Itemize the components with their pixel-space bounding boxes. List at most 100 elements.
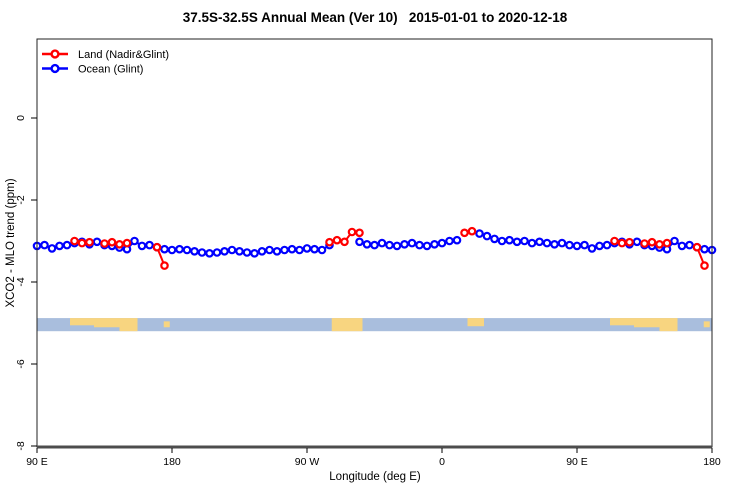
data-point [317,245,327,255]
data-point [160,261,169,270]
map-band-land-patch [331,318,363,332]
map-band-land-patch [163,321,170,328]
data-point [152,242,162,252]
data-point [205,249,214,258]
data-point [295,245,304,255]
data-point [280,245,289,255]
data-point [302,244,312,253]
data-point [160,244,169,254]
map-band [37,318,712,332]
data-point [632,237,642,247]
data-point [347,227,357,237]
data-point [505,235,514,245]
data-point [212,248,222,257]
data-point [265,245,274,255]
data-point [137,241,147,251]
map-band-land-patch [70,318,94,326]
x-tick-label: 90 E [26,456,48,468]
data-point [700,244,709,254]
data-point [460,228,469,238]
legend-marker-ocean-icon [50,63,60,74]
y-tick-label: 0 [15,115,27,121]
x-tick-label: 180 [163,456,181,468]
x-tick-label: 90 E [566,456,588,468]
data-point [407,238,417,248]
data-point [115,240,124,249]
data-point [640,239,649,248]
map-band-land-patch [634,318,660,328]
data-point [602,240,612,250]
data-point [70,236,79,246]
data-point [685,240,694,250]
data-point [550,240,559,249]
map-band-land-patch [659,318,678,332]
data-point [362,240,372,249]
data-point [272,247,282,256]
data-point [250,249,259,258]
data-point [617,238,627,248]
x-tick-label: 0 [439,456,445,468]
data-point [167,245,177,255]
data-point [610,236,619,246]
series-ocean [32,229,717,258]
data-point [415,240,424,250]
x-tick-label: 90 W [295,456,320,468]
data-point [190,247,199,256]
data-point [130,236,139,246]
data-point [332,235,342,245]
data-point [535,237,544,247]
data-point [47,244,57,253]
map-band-land-patch [467,318,484,327]
bottom-axis-line [37,445,712,449]
data-point [542,238,552,248]
data-point [62,240,72,250]
plot-title: 37.5S-32.5S Annual Mean (Ver 10) 2015-01… [182,10,568,25]
data-point [340,237,349,247]
data-point [692,242,702,252]
x-axis: 90 E 180 90 W 0 90 E 180 [26,448,721,468]
data-series [32,226,717,270]
data-point [175,244,184,254]
legend-label-land: Land (Nadir&Glint) [78,49,169,61]
legend-label-ocean: Ocean (Glint) [78,64,143,76]
data-point [625,237,634,247]
data-point [557,238,567,248]
y-tick-label: -4 [15,277,27,286]
data-point [77,238,87,248]
data-point [482,231,492,241]
data-point [520,236,529,246]
data-point [92,237,102,247]
y-axis-label: XCO2 - MLO trend (ppm) [5,178,17,307]
data-point [595,241,604,251]
data-point [107,237,117,247]
data-point [512,237,522,247]
data-point [122,238,132,248]
data-point [235,247,244,256]
plot-frame [36,38,713,449]
data-point [467,226,477,236]
map-band-land-patch [703,321,710,328]
data-point [100,239,109,248]
data-point [587,244,597,253]
legend-item-land: Land (Nadir&Glint) [42,49,169,61]
legend-marker-land-icon [50,49,60,59]
data-point [227,245,237,255]
data-point [677,241,687,251]
data-point [392,241,402,251]
data-point [647,237,657,247]
data-point [85,237,94,247]
x-axis-label: Longitude (deg E) [329,471,421,483]
data-point [287,244,297,254]
data-point [325,237,334,247]
series-land [70,226,709,270]
data-point [430,240,439,249]
data-point [445,236,454,246]
x-tick-label: 180 [703,456,721,468]
map-band-land-patch [94,318,120,328]
data-point [580,240,589,250]
data-point [655,240,664,249]
data-point [565,240,574,250]
data-point [182,245,192,255]
data-point [220,247,229,256]
